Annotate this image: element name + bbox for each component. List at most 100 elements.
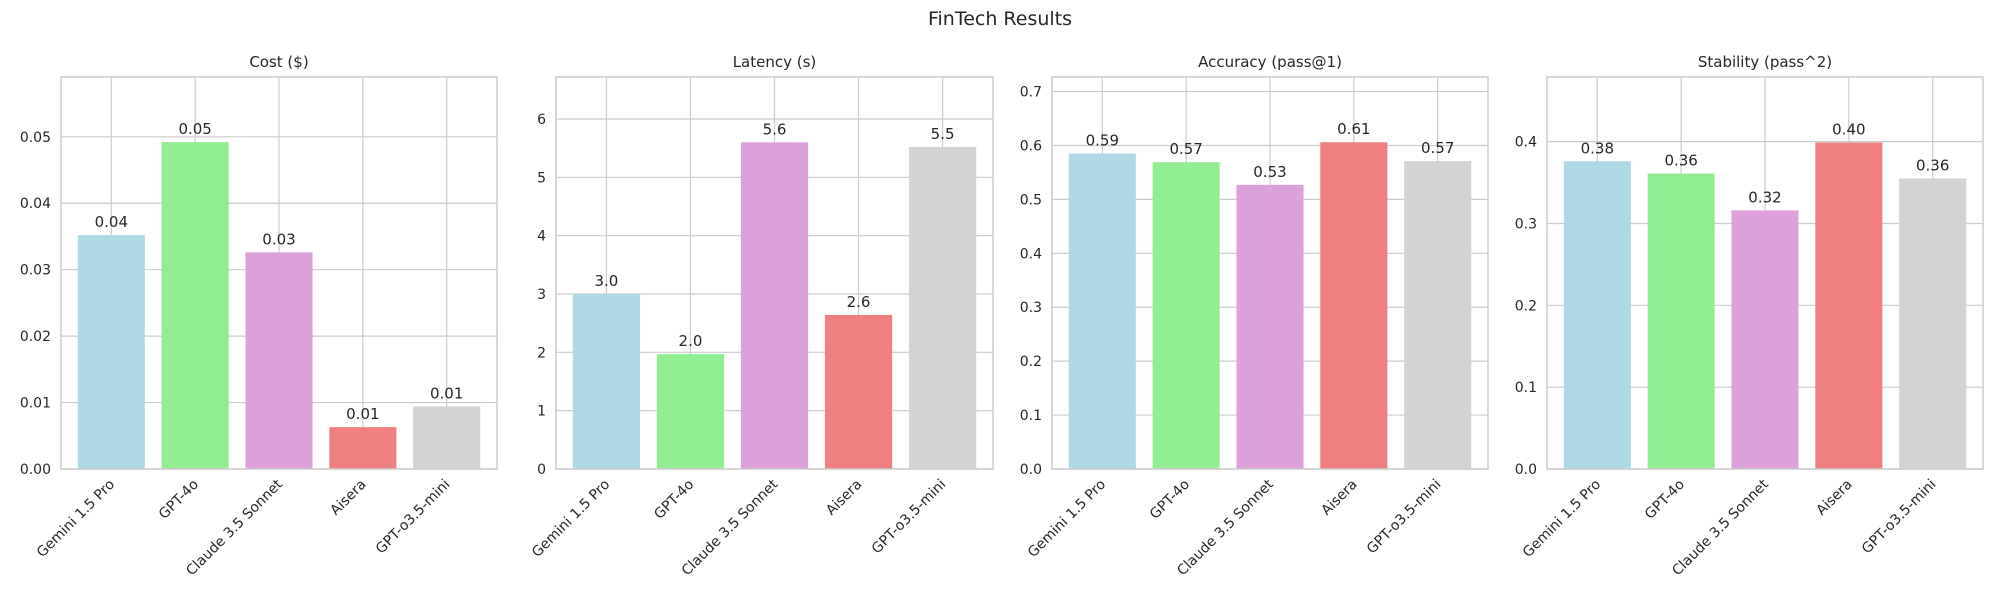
y-tick-label: 0	[537, 462, 546, 478]
y-tick-label: 3	[537, 287, 546, 303]
bar-value-label: 0.01	[346, 405, 379, 423]
y-tick-label: 0.1	[1515, 380, 1537, 396]
bar-1	[77, 235, 145, 469]
bar-4	[329, 427, 397, 469]
x-tick-label: Gemini 1.5 Pro	[34, 477, 118, 561]
y-tick-label: 6	[537, 112, 546, 128]
bar-3	[1236, 184, 1304, 469]
x-tick-label: GPT-o3.5-mini	[373, 477, 454, 558]
bar-value-label: 0.57	[1169, 140, 1202, 158]
y-tick-label: 0.7	[1020, 85, 1042, 101]
x-tick-label: Claude 3.5 Sonnet	[1669, 476, 1772, 579]
x-tick-label: GPT-4o	[156, 477, 202, 523]
bar-value-label: 0.40	[1832, 120, 1865, 138]
axes-frame	[60, 76, 498, 470]
bar-value-label: 0.32	[1748, 188, 1781, 206]
x-tick-label: Claude 3.5 Sonnet	[1174, 476, 1277, 579]
y-tick-label: 0.05	[20, 130, 51, 146]
y-tick-label: 0.4	[1515, 135, 1537, 151]
y-tick-label: 0.0	[1020, 462, 1042, 478]
bar-value-label: 0.05	[178, 120, 211, 138]
y-tick-label: 0.1	[1020, 408, 1042, 424]
bar-2	[1152, 162, 1220, 469]
y-tick-label: 0.04	[20, 196, 51, 212]
y-tick-label: 0.5	[1020, 192, 1042, 208]
x-tick-label: GPT-4o	[1147, 477, 1193, 523]
x-tick-label: Claude 3.5 Sonnet	[679, 476, 782, 579]
x-tick-label: GPT-o3.5-mini	[1859, 477, 1940, 558]
bar-3	[1731, 210, 1799, 469]
bar-3	[245, 252, 313, 469]
x-tick-label: Aisera	[327, 477, 369, 519]
x-tick-label: GPT-4o	[1642, 477, 1688, 523]
y-tick-label: 1	[537, 404, 546, 420]
y-tick-label: 0.02	[20, 329, 51, 345]
figure-title: FinTech Results	[927, 8, 1073, 30]
bar-value-label: 0.01	[430, 385, 463, 403]
subplot-4: 0.0 0.1 0.2 0.3 0.4 0.38 0.36 0.32 0.40 0.36 Gemin…	[1515, 53, 1984, 579]
y-tick-label: 5	[537, 170, 546, 186]
bar-1	[572, 294, 641, 469]
y-tick-label: 0.0	[1515, 462, 1537, 478]
y-tick-label: 4	[537, 229, 546, 245]
bar-4	[1320, 142, 1388, 469]
bar-2	[161, 142, 229, 469]
subplot-1: 0.00 0.01 0.02 0.03 0.04 0.05 0.04 0.05 0.03 0.01…	[20, 53, 498, 579]
bar-5	[908, 147, 977, 469]
subplot-title: Accuracy (pass@1)	[1198, 53, 1342, 71]
y-tick-label: 0.4	[1020, 246, 1042, 262]
bar-value-label: 0.36	[1916, 156, 1949, 174]
x-tick-label: Claude 3.5 Sonnet	[183, 476, 286, 579]
bar-value-label: 5.5	[931, 125, 955, 143]
x-tick-label: GPT-4o	[651, 477, 697, 523]
x-tick-label: Gemini 1.5 Pro	[1520, 477, 1604, 561]
x-tick-label: GPT-o3.5-mini	[869, 477, 950, 558]
y-tick-label: 0.2	[1020, 354, 1042, 370]
axes-frame	[1546, 76, 1984, 470]
x-tick-label: Aisera	[1813, 477, 1855, 519]
bar-value-label: 0.59	[1086, 132, 1119, 150]
bar-2	[1647, 173, 1715, 469]
x-tick-label: Gemini 1.5 Pro	[529, 477, 613, 561]
bar-value-label: 3.0	[594, 272, 618, 290]
subplot-title: Latency (s)	[733, 53, 817, 71]
y-tick-label: 0.03	[20, 263, 51, 279]
bar-value-label: 0.03	[262, 230, 295, 248]
bar-value-label: 2.6	[847, 293, 871, 311]
subplot-title: Stability (pass^2)	[1698, 53, 1832, 71]
bar-value-label: 5.6	[763, 120, 787, 138]
bar-4	[1815, 142, 1883, 469]
subplot-3: 0.0 0.1 0.2 0.3 0.4 0.5 0.6 0.7 0.59 0.57 0.53 0.61…	[1020, 53, 1489, 579]
y-tick-label: 0.3	[1515, 216, 1537, 232]
bar-value-label: 0.36	[1664, 152, 1697, 170]
subplot-title: Cost ($)	[249, 53, 308, 71]
y-tick-label: 0.2	[1515, 298, 1537, 314]
bar-1	[1068, 153, 1136, 469]
bar-3	[740, 142, 809, 470]
axes-frame	[555, 76, 994, 470]
bar-5	[1899, 178, 1967, 469]
x-tick-label: Aisera	[1318, 477, 1360, 519]
bar-value-label: 0.57	[1421, 139, 1454, 157]
bar-1	[1563, 161, 1631, 469]
bar-5	[1404, 161, 1472, 469]
y-tick-label: 0.6	[1020, 138, 1042, 154]
bar-value-label: 2.0	[679, 332, 703, 350]
bar-value-label: 0.53	[1253, 163, 1286, 181]
x-tick-label: Gemini 1.5 Pro	[1025, 477, 1109, 561]
y-tick-label: 0.00	[20, 462, 51, 478]
y-tick-label: 2	[537, 345, 546, 361]
x-tick-label: Aisera	[823, 477, 865, 519]
x-tick-label: GPT-o3.5-mini	[1364, 477, 1445, 558]
y-tick-label: 0.3	[1020, 300, 1042, 316]
bar-2	[656, 354, 725, 469]
axes-frame	[1051, 76, 1489, 470]
bar-value-label: 0.38	[1581, 139, 1614, 157]
y-tick-label: 0.01	[20, 396, 51, 412]
bar-value-label: 0.04	[95, 213, 128, 231]
bar-value-label: 0.61	[1337, 120, 1370, 138]
bar-5	[413, 406, 481, 469]
subplot-2: 0 1 2 3 4 5 6 3.0 2.0 5.6 2.6 5.5 Gemini 1.5 Pro GPT-…	[529, 53, 994, 579]
bar-4	[824, 315, 893, 469]
